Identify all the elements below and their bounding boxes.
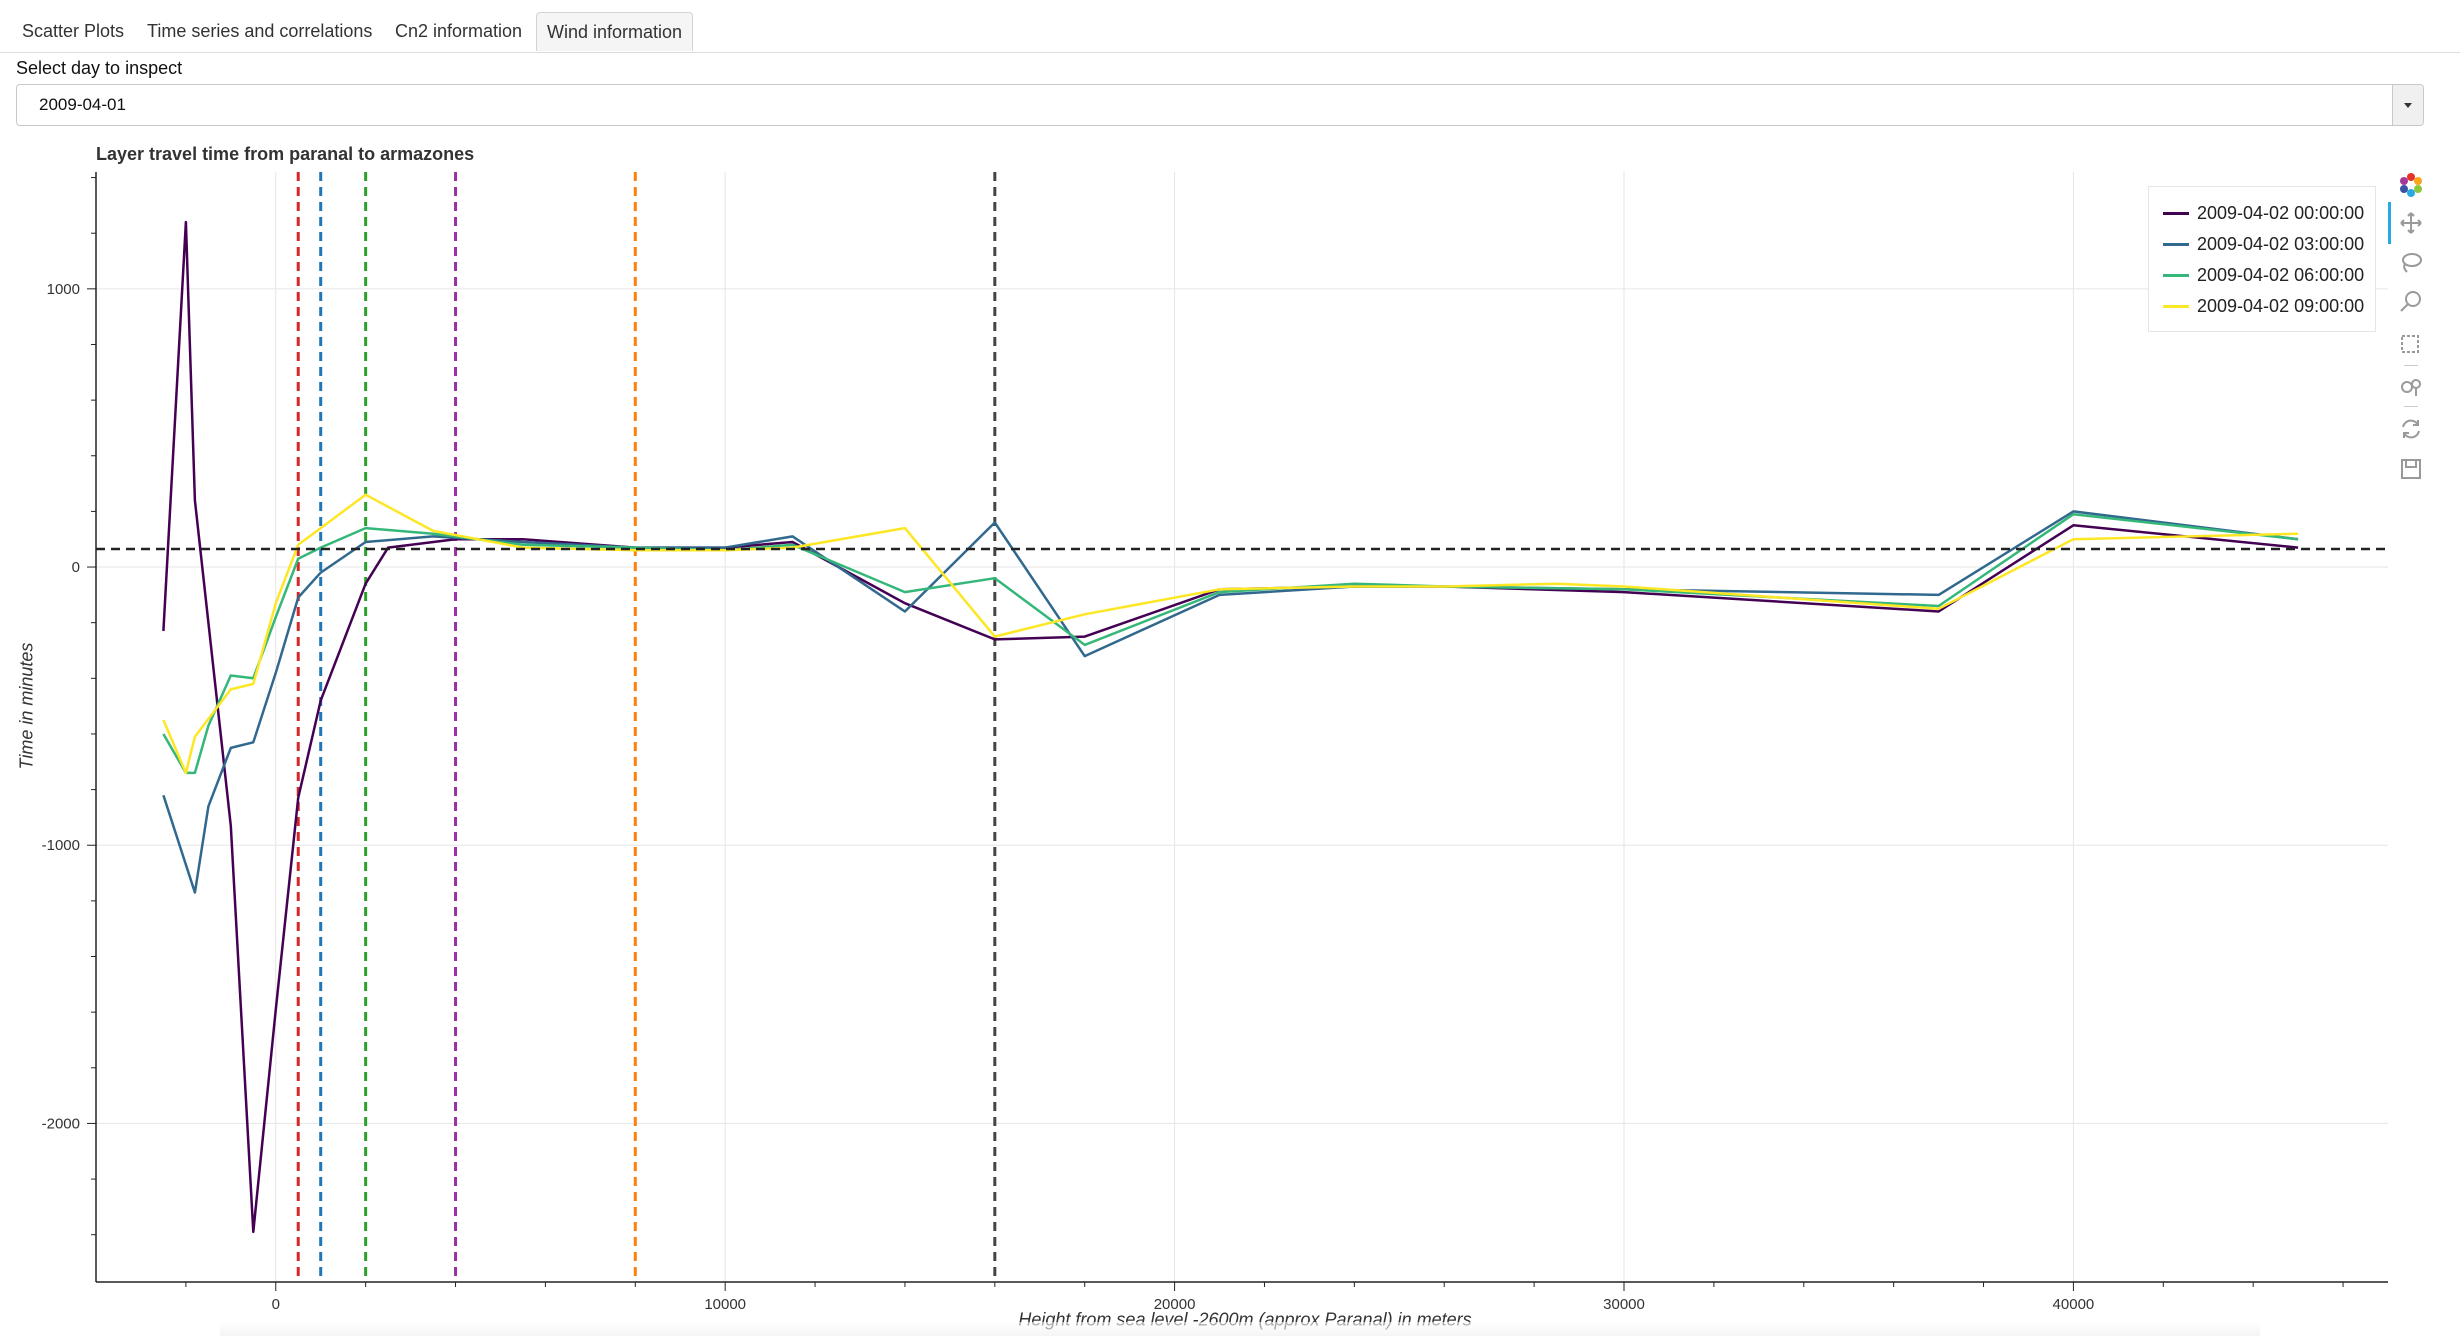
select-day-label: Select day to inspect [16, 58, 183, 78]
save-icon[interactable] [2394, 452, 2428, 486]
toolbar-divider [2404, 365, 2418, 366]
y-tick-label: -2000 [42, 1115, 80, 1132]
reset-icon[interactable] [2394, 412, 2428, 446]
chart-title: Layer travel time from paranal to armazo… [96, 144, 475, 164]
tab-wind-information[interactable]: Wind information [536, 12, 694, 51]
tab-time-series-and-correlations[interactable]: Time series and correlations [147, 21, 373, 41]
y-tick-label: -1000 [42, 837, 80, 854]
day-select[interactable]: 2009-04-01 [16, 84, 2424, 126]
box-select-icon[interactable] [2394, 328, 2428, 362]
legend-swatch [2163, 304, 2189, 308]
legend-swatch [2163, 211, 2189, 215]
chevron-down-icon[interactable] [2392, 85, 2423, 125]
x-tick-label: 40000 [2053, 1296, 2095, 1313]
wheel-zoom-icon[interactable] [2394, 284, 2428, 318]
bokeh-logo-icon[interactable] [2394, 168, 2428, 202]
legend-label: 2009-04-02 03:00:00 [2197, 233, 2365, 254]
x-tick-label: 20000 [1154, 1296, 1196, 1313]
legend-label: 2009-04-02 09:00:00 [2197, 295, 2365, 316]
tab-cn2-information[interactable]: Cn2 information [395, 21, 523, 41]
tap-icon[interactable] [2394, 370, 2428, 404]
pan-icon[interactable] [2394, 206, 2428, 240]
active-tool-indicator [2388, 202, 2391, 244]
tab-scatter-plots[interactable]: Scatter Plots [22, 21, 125, 41]
chart-legend[interactable]: 2009-04-02 00:00:00 2009-04-02 03:00:00 … [2148, 186, 2376, 332]
legend-swatch [2163, 273, 2189, 277]
legend-label: 2009-04-02 00:00:00 [2197, 202, 2365, 223]
legend-item[interactable]: 2009-04-02 03:00:00 [2163, 232, 2364, 256]
tab-bar: Scatter Plots Time series and correlatio… [0, 0, 2460, 53]
legend-item[interactable]: 2009-04-02 00:00:00 [2163, 201, 2364, 225]
toolbar-divider [2404, 406, 2418, 407]
series-line [162, 512, 2299, 775]
series-line [162, 510, 2299, 894]
y-tick-label: 0 [72, 559, 80, 576]
lasso-select-icon[interactable] [2394, 246, 2428, 280]
series-line [162, 220, 2299, 1234]
legend-label: 2009-04-02 06:00:00 [2197, 264, 2365, 285]
y-tick-label: 1000 [47, 281, 80, 298]
x-tick-label: 10000 [704, 1296, 746, 1313]
x-tick-label: 0 [272, 1296, 280, 1313]
series-line [162, 493, 2299, 775]
y-axis-label: Time in minutes [16, 642, 37, 770]
legend-swatch [2163, 242, 2189, 246]
plot-toolbar [2394, 168, 2428, 488]
page-bottom-shade [220, 1322, 2260, 1336]
legend-item[interactable]: 2009-04-02 09:00:00 [2163, 294, 2364, 318]
day-select-value: 2009-04-01 [39, 95, 126, 114]
x-tick-label: 30000 [1603, 1296, 1645, 1313]
legend-item[interactable]: 2009-04-02 06:00:00 [2163, 263, 2364, 287]
